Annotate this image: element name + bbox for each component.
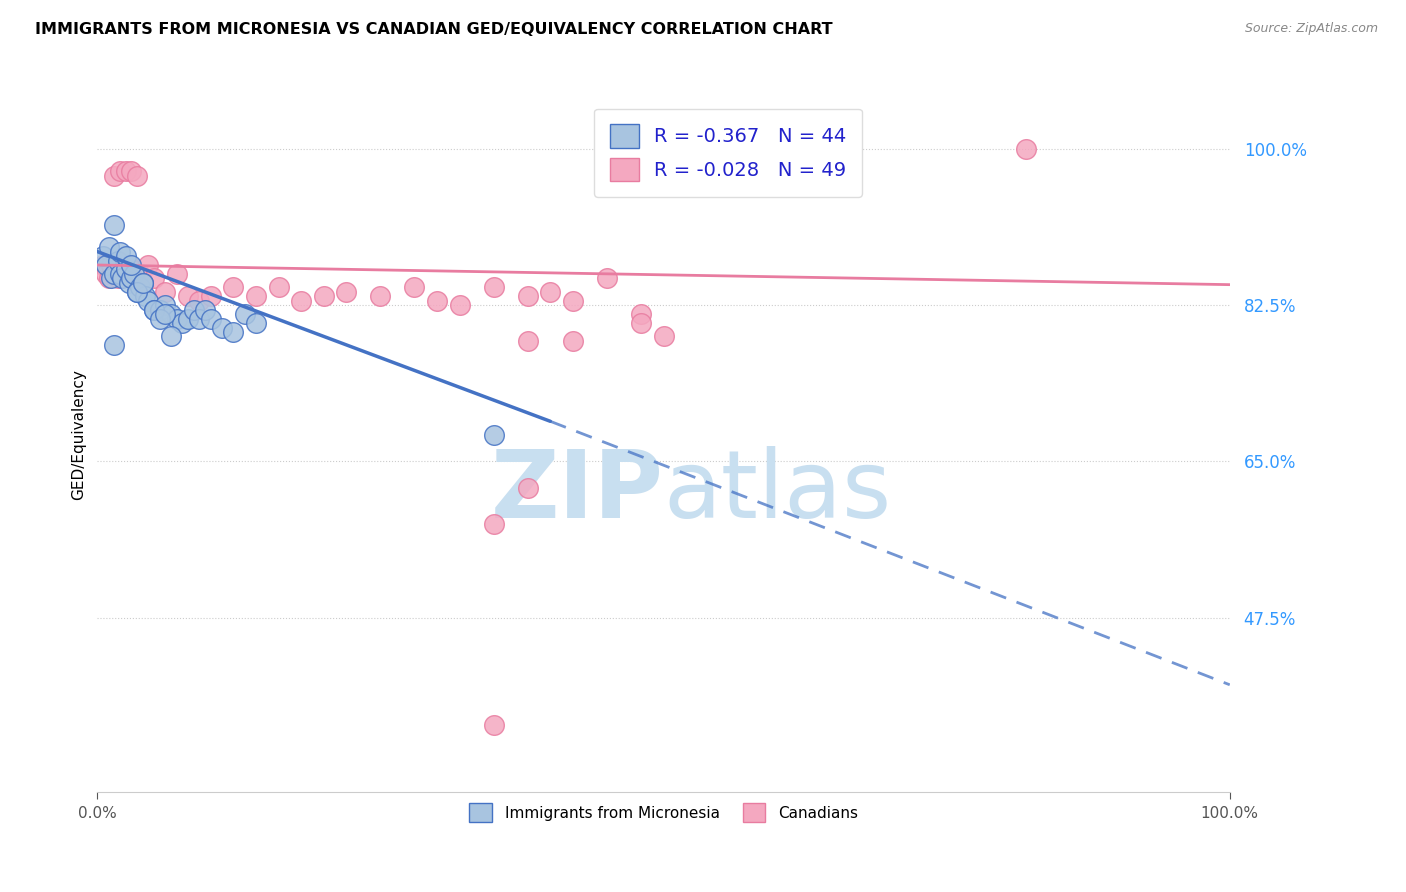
Point: [118, 258, 141, 272]
Point: [245, 316, 267, 330]
Point: [200, 289, 222, 303]
Point: [120, 262, 142, 277]
Point: [562, 334, 585, 348]
Point: [426, 293, 449, 308]
Point: [222, 325, 245, 339]
Point: [630, 307, 652, 321]
Point: [97, 271, 120, 285]
Point: [143, 271, 166, 285]
Point: [91, 249, 114, 263]
Point: [103, 218, 125, 232]
Point: [177, 311, 200, 326]
Point: [143, 302, 166, 317]
Point: [155, 298, 177, 312]
Point: [125, 285, 148, 299]
Text: atlas: atlas: [664, 446, 891, 538]
Point: [172, 316, 194, 330]
Point: [96, 258, 118, 272]
Point: [211, 320, 233, 334]
Point: [114, 262, 136, 277]
Point: [118, 276, 141, 290]
Point: [114, 249, 136, 263]
Point: [370, 289, 392, 303]
Point: [100, 271, 122, 285]
Point: [652, 329, 675, 343]
Point: [103, 169, 125, 183]
Point: [129, 267, 152, 281]
Point: [188, 293, 211, 308]
Point: [335, 285, 357, 299]
Point: [630, 316, 652, 330]
Point: [188, 311, 211, 326]
Point: [125, 285, 148, 299]
Point: [108, 244, 131, 259]
Point: [449, 298, 471, 312]
Point: [290, 293, 312, 308]
Point: [166, 311, 188, 326]
Point: [134, 289, 156, 303]
Text: Source: ZipAtlas.com: Source: ZipAtlas.com: [1244, 22, 1378, 36]
Point: [125, 169, 148, 183]
Point: [108, 164, 131, 178]
Point: [516, 334, 538, 348]
Point: [122, 267, 145, 281]
Point: [131, 276, 153, 290]
Point: [111, 271, 134, 285]
Point: [114, 164, 136, 178]
Point: [100, 258, 122, 272]
Point: [516, 289, 538, 303]
Point: [194, 302, 217, 317]
Point: [120, 271, 142, 285]
Point: [482, 516, 505, 531]
Point: [1015, 142, 1038, 156]
Point: [149, 302, 172, 317]
Point: [125, 271, 148, 285]
Point: [103, 267, 125, 281]
Point: [404, 280, 426, 294]
Point: [482, 280, 505, 294]
Point: [596, 271, 619, 285]
Point: [516, 481, 538, 495]
Point: [177, 289, 200, 303]
Point: [538, 285, 561, 299]
Point: [149, 311, 172, 326]
Point: [267, 280, 290, 294]
Point: [562, 293, 585, 308]
Point: [108, 267, 131, 281]
Point: [120, 258, 142, 272]
Point: [160, 307, 183, 321]
Point: [96, 267, 118, 281]
Text: ZIP: ZIP: [491, 446, 664, 538]
Point: [107, 271, 129, 285]
Point: [155, 307, 177, 321]
Point: [312, 289, 335, 303]
Point: [166, 267, 188, 281]
Point: [200, 311, 222, 326]
Point: [131, 276, 153, 290]
Text: IMMIGRANTS FROM MICRONESIA VS CANADIAN GED/EQUIVALENCY CORRELATION CHART: IMMIGRANTS FROM MICRONESIA VS CANADIAN G…: [35, 22, 832, 37]
Point: [91, 258, 114, 272]
Y-axis label: GED/Equivalency: GED/Equivalency: [72, 369, 86, 500]
Point: [160, 329, 183, 343]
Point: [103, 338, 125, 352]
Point: [136, 258, 159, 272]
Point: [482, 718, 505, 732]
Point: [114, 267, 136, 281]
Point: [222, 280, 245, 294]
Point: [107, 253, 129, 268]
Point: [136, 293, 159, 308]
Point: [245, 289, 267, 303]
Point: [482, 427, 505, 442]
Point: [155, 285, 177, 299]
Point: [120, 164, 142, 178]
Point: [131, 276, 153, 290]
Point: [97, 240, 120, 254]
Point: [183, 302, 205, 317]
Point: [129, 280, 152, 294]
Point: [233, 307, 256, 321]
Point: [143, 302, 166, 317]
Point: [108, 262, 131, 277]
Point: [103, 267, 125, 281]
Legend: Immigrants from Micronesia, Canadians: Immigrants from Micronesia, Canadians: [457, 791, 870, 834]
